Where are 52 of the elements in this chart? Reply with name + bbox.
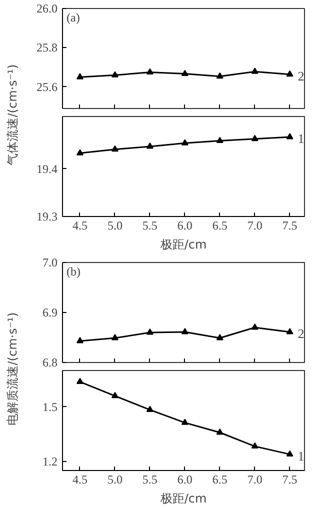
x-axis-title: 极距/cm [159, 238, 207, 252]
point [146, 328, 154, 335]
point [181, 139, 188, 146]
x-axis-title: 极距/cm [159, 492, 207, 506]
point [216, 136, 224, 144]
point [76, 337, 84, 344]
point [111, 334, 118, 340]
point [216, 428, 224, 435]
y-axis-title: 电解质流速/(cm·s⁻¹) [6, 312, 20, 426]
y-tick-label: 1.5 [42, 400, 58, 414]
point [181, 418, 188, 425]
x-tick-label: 6.0 [177, 218, 192, 232]
y-tick-label: 26.0 [36, 2, 58, 16]
text: 1 [298, 130, 304, 146]
x-tick-label: 5.0 [107, 218, 122, 232]
text: 2 [298, 68, 304, 84]
y-axis-title: 气体流速/(cm·s⁻¹) [6, 64, 20, 166]
x-tick-label: 7.0 [247, 472, 262, 486]
y-tick-label: 25.6 [36, 80, 58, 94]
y-tick-label: 6.9 [42, 306, 58, 320]
point [76, 149, 84, 156]
x-tick-label: 5.5 [142, 218, 158, 232]
point [251, 134, 258, 142]
y-tick-label: 1.2 [42, 454, 58, 468]
x-tick-label: 7.5 [282, 218, 298, 232]
x-tick-label: 6.5 [212, 472, 228, 486]
point [251, 324, 258, 330]
point [111, 145, 118, 152]
y-tick-label: 25.8 [36, 40, 58, 55]
point [76, 378, 84, 384]
point [286, 133, 294, 140]
y-tick-label: 7.0 [42, 256, 58, 270]
annotation: (a) [66, 10, 80, 24]
y-tick-label: 19.3 [36, 210, 58, 224]
x-tick-label: 6.5 [212, 218, 228, 232]
x-tick-label: 6.0 [177, 472, 192, 486]
legend-label: 2 [298, 326, 304, 341]
x-tick-label: 4.5 [72, 472, 88, 486]
point [146, 406, 154, 412]
y-tick-label: 6.8 [42, 356, 58, 370]
x-tick-label: 7.0 [247, 218, 262, 232]
x-tick-label: 5.5 [142, 472, 158, 486]
x-tick-label: 7.5 [282, 472, 298, 486]
point [216, 334, 224, 340]
legend-label: 1 [298, 448, 304, 464]
y-tick-label: 19.4 [36, 162, 58, 176]
x-tick-label: 5.0 [107, 472, 122, 486]
point [111, 392, 118, 398]
annotation: (b) [66, 264, 80, 278]
x-tick-label: 4.5 [72, 218, 88, 232]
point [251, 442, 258, 449]
point [146, 142, 154, 149]
